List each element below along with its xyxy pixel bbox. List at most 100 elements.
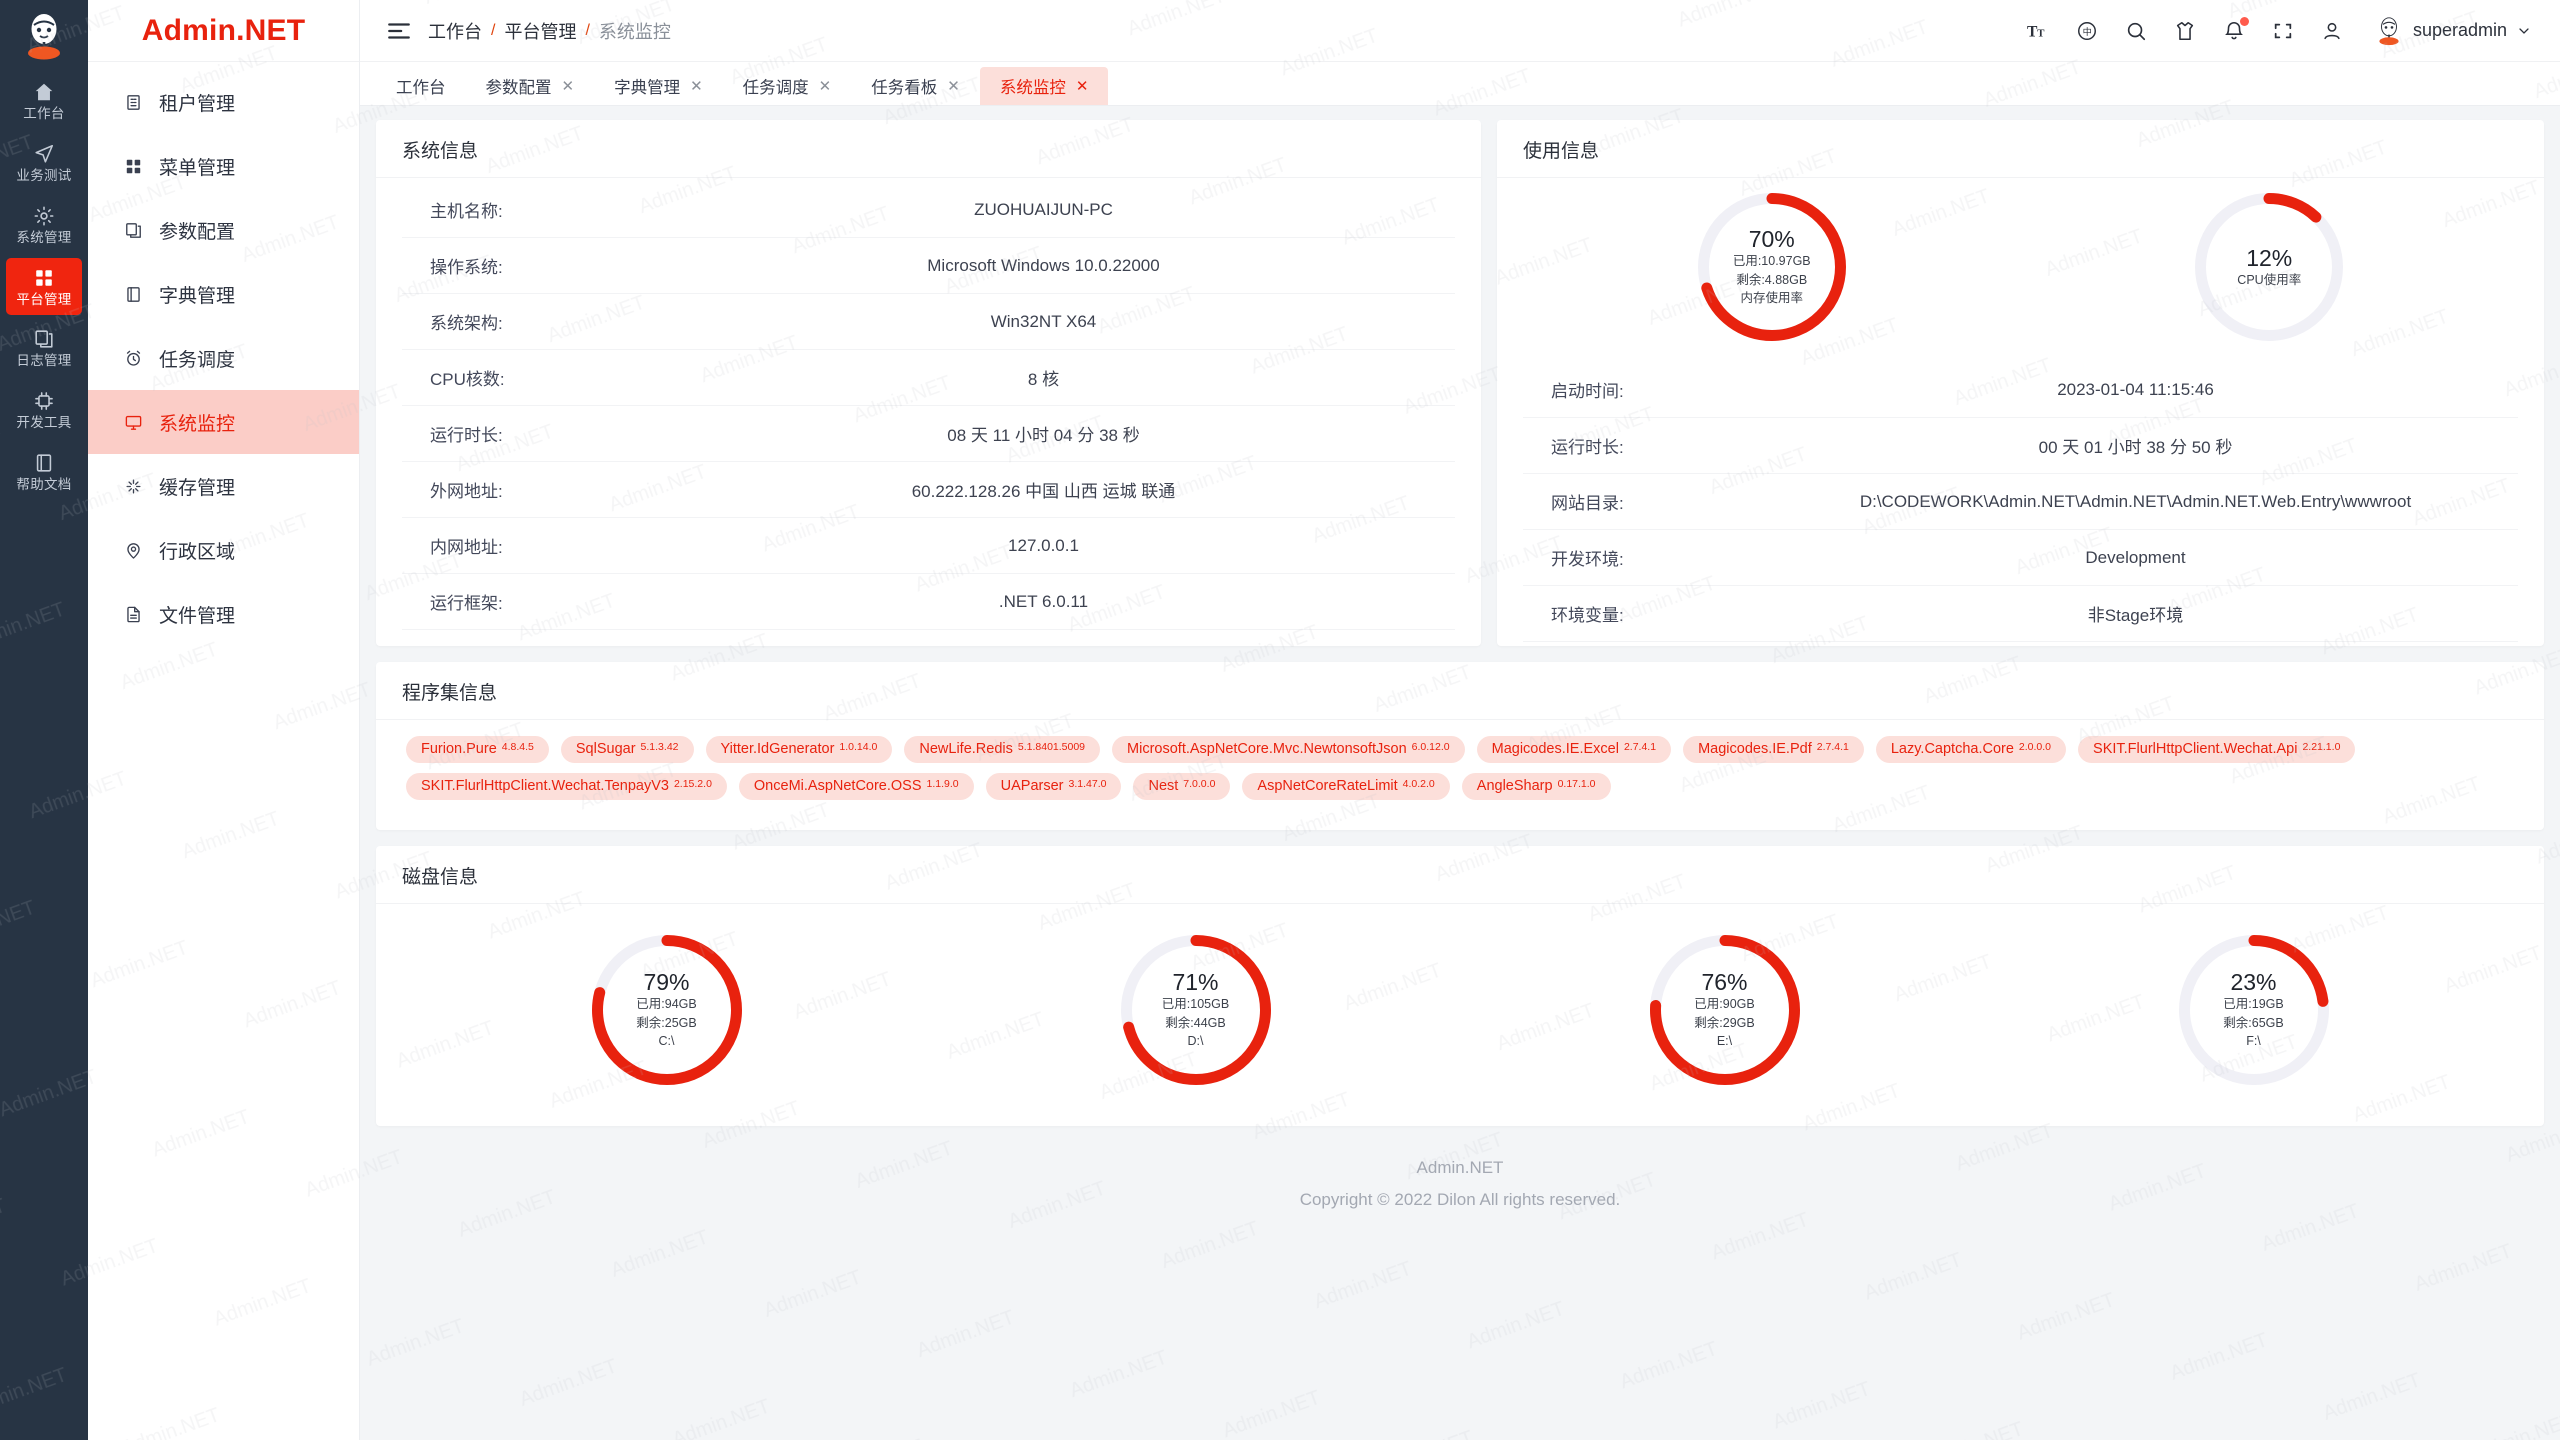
notification-bell-icon[interactable] xyxy=(2223,16,2249,42)
breadcrumb-item-1[interactable]: 工作台 xyxy=(428,21,482,42)
language-globe-icon[interactable]: 中 xyxy=(2076,20,2098,42)
assembly-tag: Furion.Pure 4.8.4.5 xyxy=(406,736,549,763)
disk-gauge-f: 23% 已用:19GB 剩余:65GB F:\ xyxy=(2178,934,2330,1086)
rail-item-3[interactable]: 系统管理 xyxy=(6,196,82,254)
row-value: Development xyxy=(2085,547,2186,567)
row-value: D:\CODEWORK\Admin.NET\Admin.NET\Admin.NE… xyxy=(1859,491,2412,511)
assembly-version: 4.0.2.0 xyxy=(1402,778,1435,790)
home-icon xyxy=(33,81,55,103)
tab-label: 任务看板 xyxy=(871,79,938,97)
assembly-version: 5.1.8401.5009 xyxy=(1017,741,1086,753)
sidebar-item-1[interactable]: 租户管理 xyxy=(88,70,359,134)
assembly-version: 4.8.4.5 xyxy=(501,741,534,753)
tab-close-icon[interactable]: ✕ xyxy=(561,77,575,95)
tab-close-icon[interactable]: ✕ xyxy=(690,77,703,95)
sidebar-item-7[interactable]: 缓存管理 xyxy=(88,454,359,518)
tab-3[interactable]: 字典管理 ✕ xyxy=(594,67,723,105)
row-value: 非Stage环境 xyxy=(2087,606,2184,625)
assembly-name: Nest xyxy=(1148,778,1179,794)
fullscreen-icon[interactable] xyxy=(2272,20,2294,42)
tab-close-icon[interactable]: ✕ xyxy=(818,77,832,95)
assembly-tag: Lazy.Captcha.Core 2.0.0.0 xyxy=(1875,736,2067,763)
assembly-tag: SqlSugar 5.1.3.42 xyxy=(560,736,694,763)
assembly-name: NewLife.Redis xyxy=(919,741,1013,757)
theme-shirt-icon[interactable] xyxy=(2174,20,2196,42)
sidebar-item-6[interactable]: 系统监控 xyxy=(88,390,359,454)
system-info-card: 系统信息 主机名称: ZUOHUAIJUN-PC 操作系统: Microsoft Wi… xyxy=(376,120,1481,646)
disk-gauge-e: 76% 已用:90GB 剩余:29GB E:\ xyxy=(1649,934,1801,1086)
grid-icon xyxy=(33,267,55,289)
assembly-version: 2.21.1.0 xyxy=(2302,741,2341,753)
tab-2[interactable]: 参数配置 ✕ xyxy=(466,67,595,105)
row-value: 8 核 xyxy=(1027,370,1060,389)
assembly-version: 2.7.4.1 xyxy=(1623,741,1657,753)
assembly-version: 2.15.2.0 xyxy=(673,778,712,790)
memory-usage-gauge: 70% 已用:10.97GB 剩余:4.88GB 内存使用率 xyxy=(1697,192,1847,342)
assembly-tag: Magicodes.IE.Excel 2.7.4.1 xyxy=(1476,736,1672,763)
assembly-name: Furion.Pure xyxy=(421,741,497,757)
tab-close-icon[interactable]: ✕ xyxy=(947,77,960,95)
assembly-version: 5.1.3.42 xyxy=(640,741,679,753)
disk-gauge-cell: 79% 已用:94GB 剩余:25GB C:\ xyxy=(402,904,931,1126)
user-menu[interactable]: superadmin xyxy=(2374,16,2532,46)
sidebar-item-label: 租户管理 xyxy=(159,93,236,115)
disk-gauge-c: 79% 已用:94GB 剩余:25GB C:\ xyxy=(591,934,743,1086)
row-value: ZUOHUAIJUN-PC xyxy=(974,199,1113,219)
table-row: 操作系统: Microsoft Windows 10.0.22000 xyxy=(402,238,1455,294)
table-row: CPU核数: 8 核 xyxy=(402,350,1455,406)
app-logo xyxy=(14,6,74,66)
submenu-item-list: 租户管理菜单管理参数配置字典管理 任务调度系统监控缓存管理行政区域文件管理 xyxy=(88,62,359,646)
assembly-name: OnceMi.AspNetCore.OSS xyxy=(753,778,922,794)
table-row: 运行框架: .NET 6.0.11 xyxy=(402,574,1455,630)
info-row: 系统信息 主机名称: ZUOHUAIJUN-PC 操作系统: Microsoft Wi… xyxy=(376,120,2544,646)
tab-close-icon[interactable]: ✕ xyxy=(1075,77,1089,95)
footer: Admin.NET Copyright © 2022 Dilon All rig… xyxy=(376,1126,2544,1235)
tab-4[interactable]: 任务调度 ✕ xyxy=(723,67,852,105)
rail-item-5[interactable]: 日志管理 xyxy=(6,319,82,377)
assembly-name: AspNetCoreRateLimit xyxy=(1257,778,1398,794)
sidebar-item-3[interactable]: 参数配置 xyxy=(88,198,359,262)
sidebar-item-2[interactable]: 菜单管理 xyxy=(88,134,359,198)
sidebar-item-label: 行政区域 xyxy=(159,541,236,563)
chevron-down-icon[interactable] xyxy=(2516,23,2532,39)
assembly-tag: NewLife.Redis 5.1.8401.5009 xyxy=(904,736,1101,763)
sidebar-item-8[interactable]: 行政区域 xyxy=(88,518,359,582)
rail-item-2[interactable]: 业务测试 xyxy=(6,134,82,192)
assembly-tag: OnceMi.AspNetCore.OSS 1.1.9.0 xyxy=(738,773,974,800)
tab-5[interactable]: 任务看板 ✕ xyxy=(851,67,980,105)
sidebar-collapse-icon[interactable] xyxy=(386,18,412,44)
row-value: Win32NT X64 xyxy=(990,311,1097,331)
rail-item-label: 日志管理 xyxy=(16,353,72,369)
row-key: 网站目录: xyxy=(1551,494,1624,513)
table-row: 启动时间: 2023-01-04 11:15:46 xyxy=(1523,362,2518,418)
sidebar-item-label: 系统监控 xyxy=(159,413,236,435)
usage-info-title: 使用信息 xyxy=(1497,120,2544,178)
user-icon[interactable] xyxy=(2321,20,2343,42)
row-value: Microsoft Windows 10.0.22000 xyxy=(927,255,1160,275)
rail-item-1[interactable]: 工作台 xyxy=(6,72,82,130)
assembly-version: 0.17.1.0 xyxy=(1557,778,1596,790)
sidebar-item-5[interactable]: 任务调度 xyxy=(88,326,359,390)
rail-item-6[interactable]: 开发工具 xyxy=(6,381,82,439)
rail-item-7[interactable]: 帮助文档 xyxy=(6,443,82,501)
tab-label: 工作台 xyxy=(396,79,446,97)
rail-item-4[interactable]: 平台管理 xyxy=(6,257,82,316)
monitor-icon xyxy=(124,413,143,432)
sidebar-item-label: 参数配置 xyxy=(159,221,236,243)
tab-bar: 工作台 参数配置 ✕ 字典管理 ✕ 任务调度 ✕ 任务看板 ✕ 系统监控 ✕ xyxy=(360,62,2560,106)
assembly-name: SqlSugar xyxy=(575,741,636,757)
table-row: 外网地址: 60.222.128.26 中国 山西 运城 联通 xyxy=(402,462,1455,518)
sparkle-icon xyxy=(124,477,143,496)
breadcrumb-separator: / xyxy=(585,21,590,39)
search-icon[interactable] xyxy=(2125,20,2147,42)
sidebar-item-4[interactable]: 字典管理 xyxy=(88,262,359,326)
tab-6[interactable]: 系统监控 ✕ xyxy=(979,67,1109,105)
row-value: 08 天 11 小时 04 分 38 秒 xyxy=(947,426,1140,445)
assembly-version: 2.7.4.1 xyxy=(1816,741,1849,753)
assembly-tag: Nest 7.0.0.0 xyxy=(1133,773,1231,800)
breadcrumb-item-2[interactable]: 平台管理 xyxy=(504,21,577,42)
tab-1[interactable]: 工作台 xyxy=(376,67,466,105)
sidebar-item-9[interactable]: 文件管理 xyxy=(88,582,359,646)
disk-row: 磁盘信息 79% 已用:94GB 剩余:25GB C:\ 71% 已用:105GB 剩余:4… xyxy=(376,846,2544,1126)
